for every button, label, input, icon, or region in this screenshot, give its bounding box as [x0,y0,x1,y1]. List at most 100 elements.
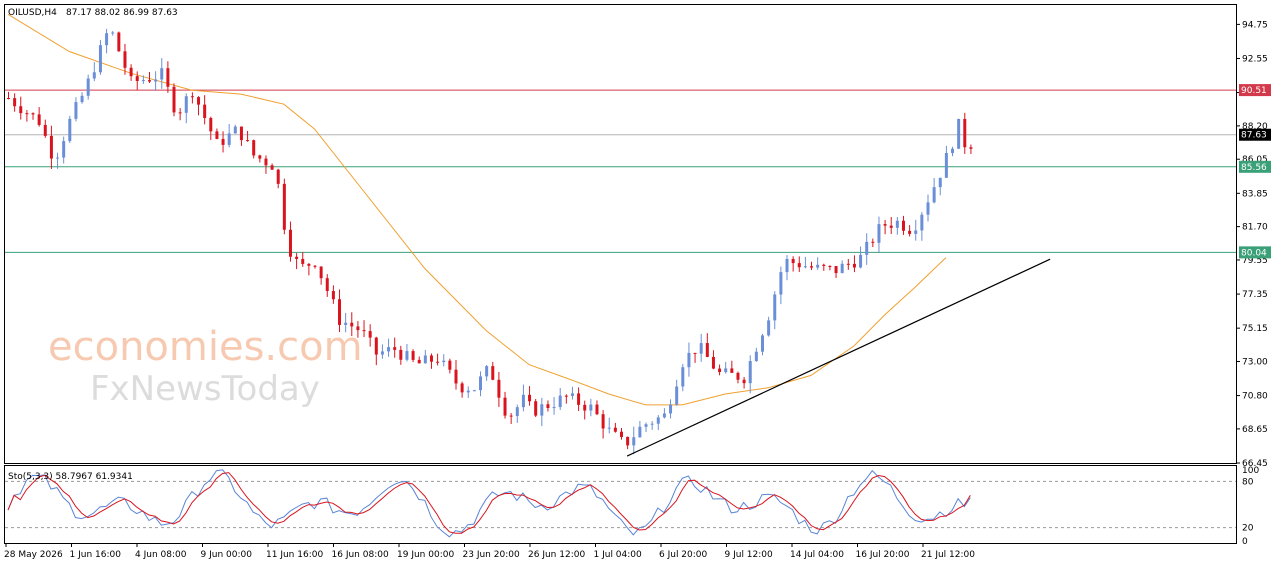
candle-body [589,404,593,411]
candle-body [436,361,440,363]
support-badge-label: 85.56 [1241,163,1267,173]
candle-body [197,97,201,105]
candle-body [895,220,899,228]
candle-body [399,349,403,360]
candle-body [699,343,703,354]
candle-body [141,80,145,82]
x-tick-label: 1 Jun 16:00 [70,550,122,560]
candle-body [883,224,887,226]
candle-body [252,140,256,156]
candle-body [656,417,660,424]
y-tick-label: 79.55 [1242,256,1268,266]
y-tick-label: 73.00 [1242,357,1268,367]
support-badge [1239,246,1271,259]
candle-body [491,366,495,380]
candle-body [123,51,127,68]
candle-body [350,322,354,327]
candle-body [105,33,109,46]
candle-body [865,241,869,255]
chart-ohlc: 87.17 88.02 86.99 87.63 [66,8,178,18]
candles-layer [7,28,973,455]
candle-body [779,272,783,295]
candle-body [669,404,673,414]
candle-body [552,407,556,409]
candle-body [80,95,84,103]
candle-body [203,104,207,118]
x-tick-label: 14 Jul 04:00 [790,550,844,560]
candle-body [429,355,433,362]
candle-body [760,335,764,352]
y-tick-label: 81.70 [1242,223,1268,233]
candle-body [497,379,501,398]
candle-body [368,331,372,338]
candle-body [773,294,777,321]
candle-body [583,404,587,411]
x-tick-label: 16 Jun 08:00 [332,550,389,560]
candle-body [479,376,483,391]
candle-body [92,72,96,79]
candle-body [282,183,286,230]
candle-body [417,359,421,364]
candle-body [25,113,29,115]
candle-body [62,141,66,158]
candle-body [724,368,728,373]
candle-body [325,278,329,292]
candle-body [264,158,268,166]
candle-body [344,322,348,325]
candle-body [601,414,605,429]
candle-body [411,351,415,360]
x-tick-label: 9 Jun 00:00 [201,550,253,560]
candle-body [466,390,470,393]
candle-body [331,291,335,300]
candle-body [111,32,115,34]
candle-body [129,67,133,77]
candle-body [393,347,397,350]
candle-body [442,360,446,363]
candle-body [607,427,611,429]
candle-body [135,76,139,82]
trendline-layer [626,258,1051,457]
candle-body [785,258,789,273]
candle-body [319,266,323,279]
candle-body [620,431,623,437]
candle-body [472,390,476,392]
candle-body [86,78,90,96]
candle-body [859,254,863,268]
chart-symbol: OILUSD,H4 [8,8,57,18]
candle-body [68,118,72,142]
candle-body [454,369,458,384]
candle-body [810,266,814,268]
candle-body [521,394,525,408]
candle-body [840,263,844,274]
candle-body [632,437,636,446]
candle-body [56,157,60,159]
candle-body [926,202,930,215]
candle-body [356,326,360,331]
candle-body [209,117,213,132]
candle-body [944,152,948,178]
candle-body [13,98,17,107]
candle-body [154,79,158,82]
candle-body [215,131,219,139]
candle-body [221,138,225,145]
candle-body [908,230,912,234]
candle-body [754,351,758,362]
y-tick-label: 68.65 [1242,425,1268,435]
candle-body [503,397,507,416]
candle-body [834,266,838,274]
candle-body [49,135,53,159]
candle-body [693,352,697,354]
candle-body [227,133,231,145]
stochastic-tick-label: 20 [1242,524,1254,534]
candle-body [239,126,243,141]
candle-body [546,404,550,409]
candle-body [338,299,342,325]
trendline [626,258,1051,457]
current-price-badge-label: 87.63 [1241,131,1267,141]
candle-body [613,427,617,432]
candle-body [43,124,47,136]
candle-body [705,343,709,357]
candle-body [270,165,274,170]
x-tick-label: 19 Jun 00:00 [397,550,454,560]
